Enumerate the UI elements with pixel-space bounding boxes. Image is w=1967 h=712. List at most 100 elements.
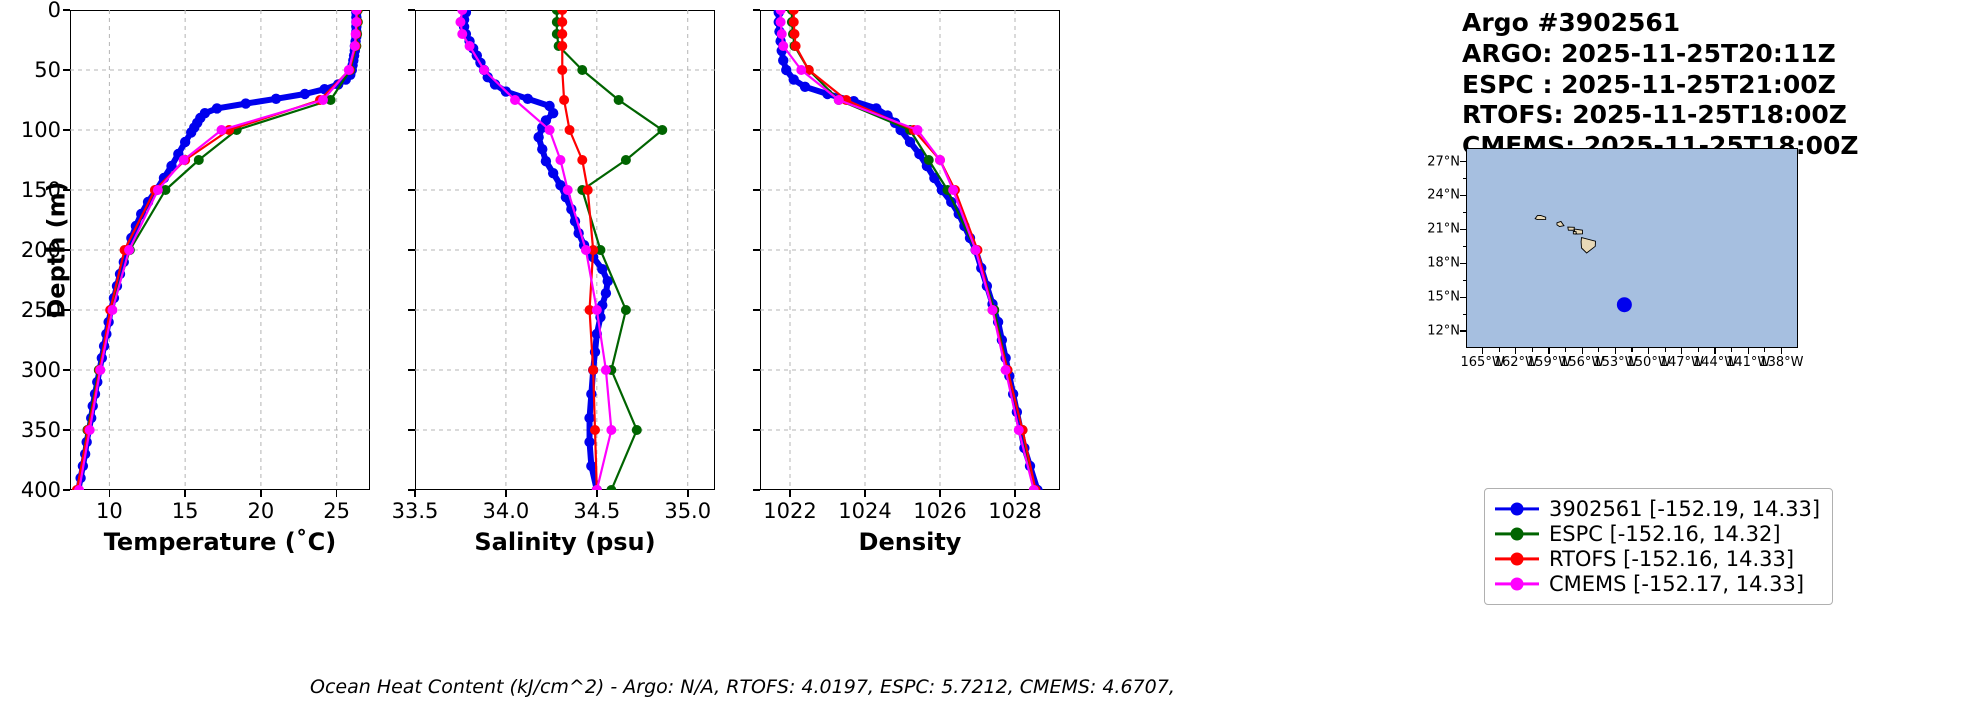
value-tick-mark (414, 490, 416, 497)
value-tick-label: 20 (247, 499, 275, 523)
depth-tick-mark (408, 369, 415, 371)
depth-tick-label: 250 (20, 298, 61, 322)
legend-item-label: RTOFS [-152.16, 14.33] (1549, 546, 1795, 571)
density-axis-title: Density (858, 528, 962, 556)
depth-tick-mark (753, 309, 760, 311)
value-tick-label: 34.5 (573, 499, 621, 523)
map-lon-minor-tick (1664, 348, 1666, 352)
map-lat-minor-tick (1462, 211, 1466, 213)
map-lon-minor-tick (1498, 348, 1500, 352)
depth-tick-mark (63, 489, 70, 491)
map-lon-label: 147°W (1659, 355, 1704, 370)
depth-tick-mark (753, 489, 760, 491)
depth-tick-label: 150 (20, 178, 61, 202)
value-tick-mark (939, 490, 941, 497)
map-lon-minor-tick (1631, 348, 1633, 352)
value-tick-label: 15 (171, 499, 199, 523)
value-tick-label: 1026 (913, 499, 967, 523)
map-lat-minor-tick (1462, 313, 1466, 315)
map-lon-tick (1681, 348, 1683, 354)
value-tick-label: 1022 (763, 499, 817, 523)
map-plot-area (1534, 215, 1632, 313)
depth-tick-mark (408, 309, 415, 311)
map-lat-tick (1460, 330, 1466, 332)
depth-tick-mark (63, 369, 70, 371)
map-lon-label: 153°W (1593, 355, 1638, 370)
map-lon-label: 144°W (1692, 355, 1738, 370)
series-legend: 3902561 [-152.19, 14.33] ESPC [-152.16, 1… (1484, 488, 1834, 605)
map-lon-tick (1780, 348, 1782, 354)
legend-item-label: 3902561 [-152.19, 14.33] (1549, 496, 1821, 521)
legend-marker-icon (1495, 574, 1539, 594)
depth-tick-mark (63, 129, 70, 131)
map-lat-label: 18°N (1427, 255, 1460, 271)
map-lon-minor-tick (1598, 348, 1600, 352)
depth-tick-mark (753, 129, 760, 131)
depth-tick-mark (753, 369, 760, 371)
map-lon-label: 141°W (1726, 355, 1771, 370)
value-tick-mark (335, 490, 338, 497)
depth-tick-mark (408, 249, 415, 251)
map-lon-tick (1714, 348, 1716, 354)
legend-item-espc[interactable]: ESPC [-152.16, 14.32] (1495, 521, 1820, 546)
salinity-plot-area (415, 10, 715, 490)
temperature-profile-panel: Depth (m) Temperature (˚C) 0 50 100 150 200 2… (21, 0, 370, 556)
map-lon-label: 150°W (1626, 355, 1671, 370)
map-lon-tick (1581, 348, 1583, 354)
salinity-axis-title: Salinity (psu) (474, 528, 656, 556)
map-lat-minor-tick (1462, 279, 1466, 281)
map-lon-tick (1614, 348, 1616, 354)
float-metadata-text: Argo #3902561 ARGO: 2025-11-25T20:11Z ES… (1462, 8, 1859, 160)
ocean-heat-content-caption: Ocean Heat Content (kJ/cm^2) - Argo: N/A… (310, 676, 1175, 698)
depth-tick-mark (63, 189, 70, 191)
value-tick-mark (108, 490, 111, 497)
legend-item-argo[interactable]: 3902561 [-152.19, 14.33] (1495, 496, 1820, 521)
map-lat-tick (1460, 194, 1466, 197)
value-tick-mark (596, 490, 598, 497)
map-lon-minor-tick (1764, 348, 1766, 352)
density-plot-area (760, 10, 1060, 490)
legend-item-label: ESPC [-152.16, 14.32] (1549, 521, 1781, 546)
depth-tick-mark (753, 249, 760, 251)
depth-tick-label: 0 (47, 0, 61, 22)
map-lat-label: 12°N (1427, 323, 1460, 339)
value-tick-label: 1024 (838, 499, 892, 523)
map-lat-minor-tick (1462, 245, 1466, 247)
legend-marker-icon (1495, 549, 1539, 569)
map-lon-minor-tick (1731, 348, 1733, 352)
map-lon-label: 156°W (1560, 355, 1605, 370)
map-lat-minor-tick (1462, 177, 1466, 180)
depth-tick-mark (63, 69, 70, 71)
map-lon-tick (1648, 348, 1650, 354)
map-lon-label: 162°W (1493, 355, 1538, 370)
map-lat-label: 21°N (1427, 221, 1460, 237)
value-tick-label: 35.0 (664, 499, 712, 523)
map-lat-label: 24°N (1427, 187, 1460, 203)
depth-tick-mark (408, 429, 415, 431)
value-tick-mark (184, 490, 186, 497)
legend-item-rtofs[interactable]: RTOFS [-152.16, 14.33] (1495, 546, 1820, 571)
map-lat-tick (1460, 228, 1466, 230)
depth-tick-mark (408, 9, 415, 11)
map-lon-label: 159°W (1526, 355, 1572, 370)
depth-tick-label: 300 (20, 358, 61, 382)
depth-tick-mark (753, 69, 760, 71)
temperature-axis-title: Temperature (˚C) (103, 528, 337, 556)
value-tick-mark (1014, 490, 1016, 497)
depth-tick-label: 400 (20, 478, 61, 502)
temperature-plot-area (70, 10, 370, 490)
depth-tick-mark (753, 189, 760, 191)
depth-tick-label: 200 (20, 238, 61, 262)
legend-item-cmems[interactable]: CMEMS [-152.17, 14.33] (1495, 571, 1820, 596)
map-lon-minor-tick (1531, 348, 1533, 352)
depth-tick-mark (408, 69, 415, 71)
map-lon-tick (1482, 348, 1484, 354)
value-tick-label: 10 (96, 499, 123, 523)
legend-marker-icon (1495, 499, 1539, 519)
value-tick-mark (789, 490, 791, 497)
float-location-marker (1616, 297, 1632, 313)
depth-tick-mark (408, 129, 415, 131)
island-shape-4 (1572, 230, 1577, 235)
depth-tick-mark (63, 249, 70, 251)
